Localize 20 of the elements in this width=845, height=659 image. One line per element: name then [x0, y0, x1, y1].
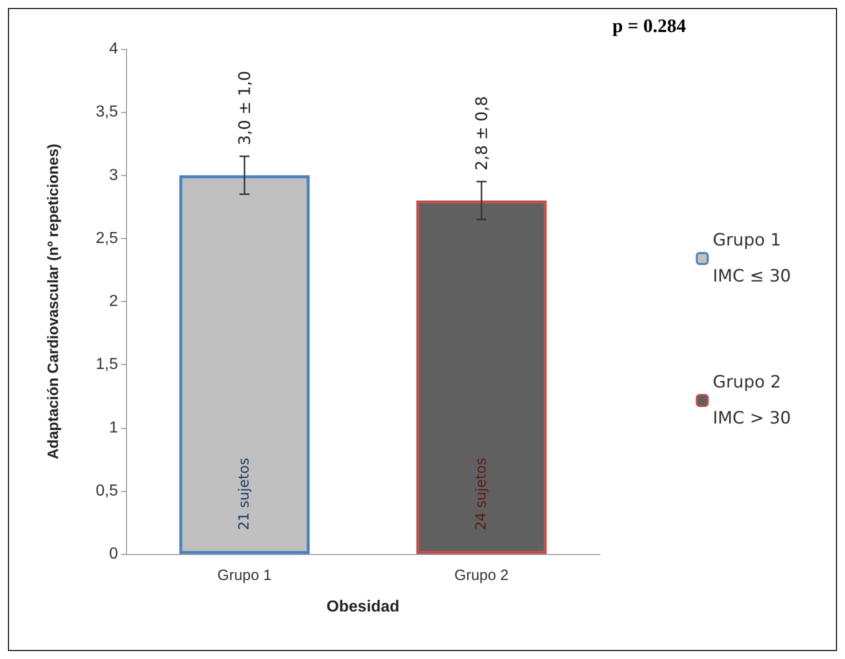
- legend-label: Grupo 1 IMC ≤ 30: [712, 230, 792, 286]
- y-tick-label: 1: [109, 419, 118, 436]
- x-tick-label: Grupo 2: [454, 567, 509, 584]
- y-tick-label: 1,5: [96, 356, 118, 374]
- y-tick-label: 2,5: [96, 230, 118, 247]
- y-tick-label: 0,5: [96, 482, 118, 500]
- data-label: 2,8 ± 0,8: [472, 96, 491, 170]
- text: p = 0.284: [612, 16, 686, 37]
- legend-label: Grupo 2 IMC > 30: [712, 372, 792, 428]
- x-tick-label: Grupo 1: [217, 567, 272, 584]
- y-tick-label: 4: [109, 40, 118, 58]
- data-label: 3,0 ± 1,0: [235, 70, 254, 146]
- y-axis-title: Adaptación Cardiovascular (nº repeticiones): [45, 144, 62, 460]
- y-tick-label: 0: [109, 546, 118, 562]
- y-tick-label: 2: [109, 293, 118, 310]
- annotation: 21 sujetos: [236, 458, 252, 530]
- annotation: 24 sujetos: [474, 458, 490, 530]
- x-axis-title: Obesidad: [326, 598, 400, 616]
- y-tick-label: 3,5: [96, 104, 118, 121]
- y-tick-label: 3: [109, 166, 118, 184]
